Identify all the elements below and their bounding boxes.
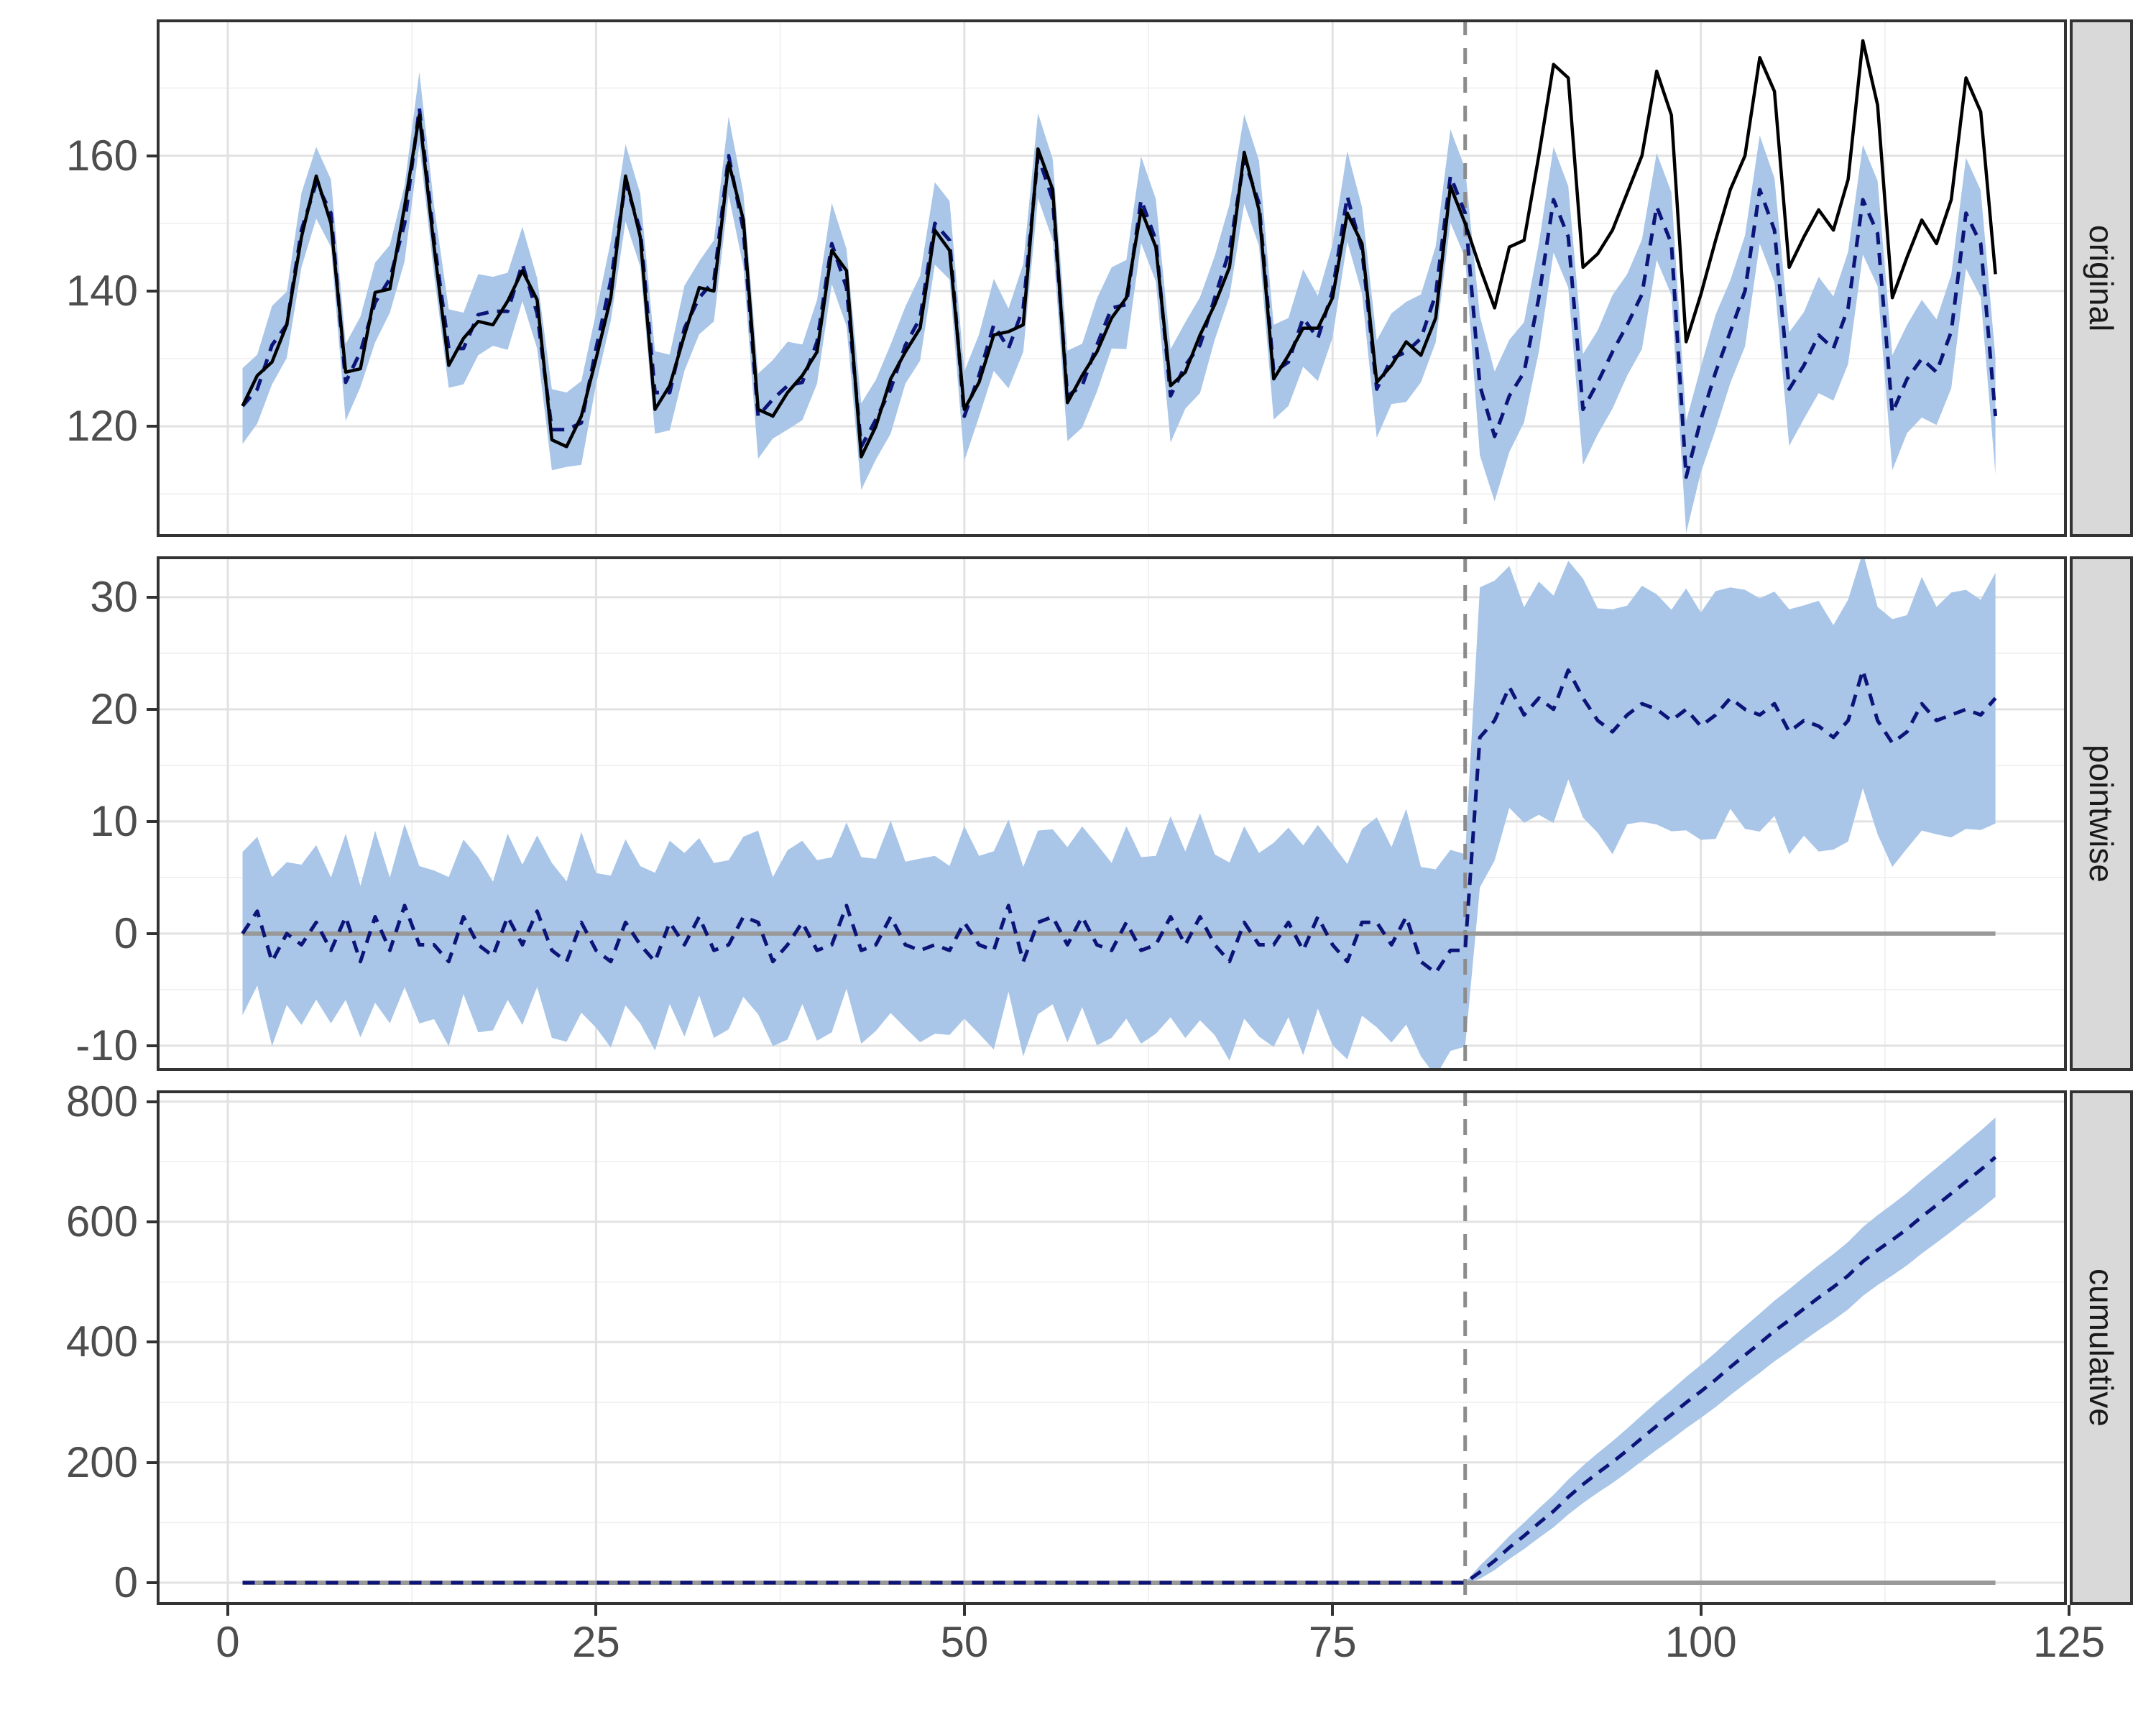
confidence-ribbon (242, 556, 1996, 1071)
strip-label-cumulative-text: cumulative (2083, 1269, 2120, 1427)
confidence-ribbon (242, 71, 1996, 533)
y-tick-label: 800 (65, 1077, 138, 1126)
y-tick-mark (147, 819, 157, 823)
x-tick-label: 125 (2033, 1618, 2106, 1666)
x-tick-mark (2068, 1605, 2071, 1616)
strip-label-pointwise-text: pointwise (2083, 745, 2120, 883)
confidence-ribbon (1465, 1117, 1996, 1583)
panel-pointwise-chart (157, 556, 2067, 1071)
y-tick-mark (147, 595, 157, 599)
y-tick-label: 140 (65, 266, 138, 315)
x-tick-mark (226, 1605, 229, 1616)
x-tick-label: 75 (1308, 1618, 1357, 1666)
strip-label-original: original (2070, 19, 2133, 537)
y-tick-label: 160 (65, 131, 138, 180)
strip-label-pointwise: pointwise (2070, 556, 2133, 1071)
y-tick-label: 10 (90, 796, 138, 845)
x-tick-mark (594, 1605, 598, 1616)
y-tick-label: -10 (75, 1021, 138, 1070)
x-tick-mark (962, 1605, 966, 1616)
x-tick-label: 25 (572, 1618, 620, 1666)
predicted-line (242, 1156, 1997, 1585)
y-tick-mark (147, 1044, 157, 1047)
y-tick-label: 200 (65, 1438, 138, 1486)
y-tick-mark (147, 154, 157, 157)
y-tick-label: 0 (114, 908, 138, 957)
y-tick-label: 600 (65, 1197, 138, 1246)
x-tick-label: 100 (1664, 1618, 1737, 1666)
y-tick-mark (147, 1460, 157, 1464)
y-tick-mark (147, 707, 157, 711)
y-tick-mark (147, 1100, 157, 1103)
y-tick-label: 30 (90, 572, 138, 621)
observed-line (241, 39, 1997, 459)
strip-label-cumulative: cumulative (2070, 1090, 2133, 1605)
panel-border (157, 1090, 2067, 1605)
y-tick-mark (147, 425, 157, 428)
y-tick-label: 400 (65, 1317, 138, 1366)
panel-cumulative-chart (157, 1090, 2067, 1605)
x-tick-mark (1699, 1605, 1703, 1616)
y-tick-mark (147, 1340, 157, 1344)
y-tick-label: 0 (114, 1558, 138, 1607)
x-tick-label: 50 (940, 1618, 989, 1666)
panel-original-chart (157, 19, 2067, 537)
strip-label-original-text: original (2083, 224, 2120, 332)
x-tick-label: 0 (216, 1618, 240, 1666)
panel-border (157, 556, 2067, 1071)
y-tick-label: 20 (90, 684, 138, 733)
panel-border (157, 19, 2067, 537)
y-tick-mark (147, 1220, 157, 1223)
y-tick-mark (147, 1581, 157, 1585)
y-tick-mark (147, 289, 157, 293)
y-tick-label: 120 (65, 402, 138, 451)
y-tick-mark (147, 932, 157, 935)
x-tick-mark (1331, 1605, 1335, 1616)
